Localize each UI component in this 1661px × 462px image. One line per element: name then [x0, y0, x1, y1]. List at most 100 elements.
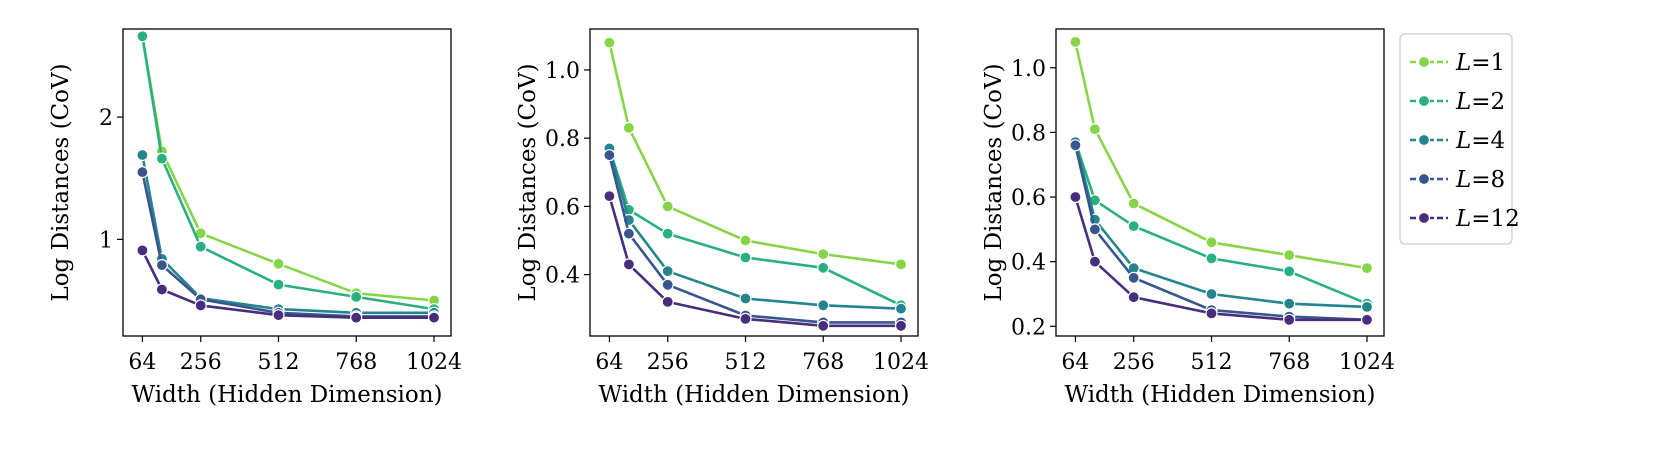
axes-frame: [589, 28, 919, 337]
x-tick-label: 512: [724, 350, 766, 375]
data-point: [661, 265, 674, 278]
series-line-l2: [1074, 141, 1368, 305]
x-tick-label: 512: [257, 350, 299, 375]
data-point: [194, 240, 207, 253]
data-point: [894, 319, 908, 332]
data-point: [661, 200, 674, 213]
data-point: [136, 148, 149, 162]
data-point: [739, 292, 752, 305]
data-point: [155, 152, 168, 165]
data-point: [1127, 197, 1140, 210]
data-point: [603, 190, 616, 203]
data-point: [603, 149, 616, 162]
data-point: [136, 244, 149, 257]
y-tick-label: 0.8: [545, 127, 580, 152]
series-line-l1: [1074, 41, 1368, 270]
data-point: [817, 261, 830, 274]
data-point: [1283, 313, 1296, 326]
legend-marker-1: [1417, 55, 1431, 69]
y-tick-label: 0.2: [1011, 315, 1046, 340]
subplot-2: 64 256 512 768 1024 0.4 0.6 0.8 1.0 Width (Hidden…: [515, 28, 929, 408]
data-point: [739, 234, 752, 247]
data-point: [1127, 291, 1140, 304]
data-point: [622, 121, 636, 135]
data-point: [661, 295, 674, 308]
y-axis-title: Log Distances (CoV): [48, 63, 74, 301]
x-tick-label: 64: [595, 350, 623, 375]
axes-frame: [1055, 28, 1385, 337]
legend-label-4: L=8: [1455, 167, 1505, 193]
x-tick-label: 64: [1061, 350, 1089, 375]
data-point: [1205, 252, 1218, 265]
data-point: [894, 302, 908, 315]
data-point: [136, 30, 149, 43]
data-point: [194, 299, 207, 312]
y-tick-label: 0.4: [1011, 251, 1046, 276]
data-point: [603, 36, 616, 49]
series-line-l4: [1074, 141, 1368, 309]
data-point: [1360, 262, 1374, 275]
series-line-l4: [608, 148, 902, 310]
data-point: [350, 290, 363, 303]
series-line-l8: [141, 171, 434, 318]
data-point: [661, 227, 674, 240]
legend: L=1 L=2 L=4 L=8 L=12: [1399, 33, 1520, 245]
data-point: [817, 299, 830, 312]
data-point: [155, 283, 168, 296]
data-point: [1088, 223, 1102, 236]
legend-label-3: L=4: [1455, 128, 1505, 154]
data-point: [350, 311, 363, 324]
legend-marker-3: [1417, 133, 1431, 147]
x-tick-label: 256: [180, 350, 222, 375]
data-point: [1088, 123, 1102, 136]
legend-label-5: L=12: [1455, 206, 1520, 232]
data-point: [1283, 249, 1296, 262]
series-line-l2: [608, 148, 902, 307]
data-point: [1088, 255, 1102, 268]
series-line-l12: [141, 249, 434, 320]
series-line-l4: [141, 154, 434, 315]
legend-label-1: L=1: [1455, 50, 1505, 76]
data-point: [817, 248, 830, 261]
x-tick-label: 768: [802, 350, 844, 375]
y-tick-label: 0.6: [545, 195, 580, 220]
x-tick-label: 1024: [406, 350, 462, 375]
x-tick-label: 1024: [873, 350, 929, 375]
subplot-1: 64 256 512 768 1024 1 2 Width (Hidden Dimension…: [48, 28, 462, 408]
x-tick-label: 256: [647, 350, 689, 375]
data-point: [155, 259, 168, 272]
data-point: [427, 311, 441, 324]
x-tick-label: 64: [128, 350, 156, 375]
series-line-l2: [141, 36, 435, 311]
x-tick-label: 1024: [1339, 350, 1395, 375]
series-line-l8: [1074, 145, 1368, 322]
y-tick-label: 1: [99, 228, 113, 253]
y-tick-label: 0.6: [1011, 186, 1046, 211]
y-tick-label: 2: [99, 106, 113, 131]
y-axis-title: Log Distances (CoV): [515, 63, 541, 301]
y-tick-label: 1.0: [1011, 57, 1046, 82]
series-line-l12: [608, 195, 901, 328]
series-line-l1: [141, 36, 435, 302]
data-point: [1069, 139, 1082, 152]
x-tick-label: 768: [1268, 350, 1310, 375]
legend-label-2: L=2: [1455, 89, 1505, 115]
data-point: [1205, 236, 1218, 249]
x-tick-label: 512: [1190, 350, 1232, 375]
legend-marker-4: [1417, 172, 1431, 186]
data-point: [272, 278, 285, 291]
series-line-l12: [1074, 196, 1367, 322]
data-point: [817, 319, 830, 332]
series-line-l1: [608, 42, 902, 266]
data-point: [894, 258, 908, 271]
data-point: [622, 227, 636, 240]
data-point: [1069, 35, 1082, 49]
data-point: [622, 258, 636, 271]
legend-marker-5: [1417, 211, 1431, 225]
data-point: [1127, 220, 1140, 233]
data-point: [1205, 287, 1218, 301]
data-point: [272, 257, 285, 270]
data-point: [1283, 265, 1296, 278]
y-tick-label: 1.0: [545, 59, 580, 84]
